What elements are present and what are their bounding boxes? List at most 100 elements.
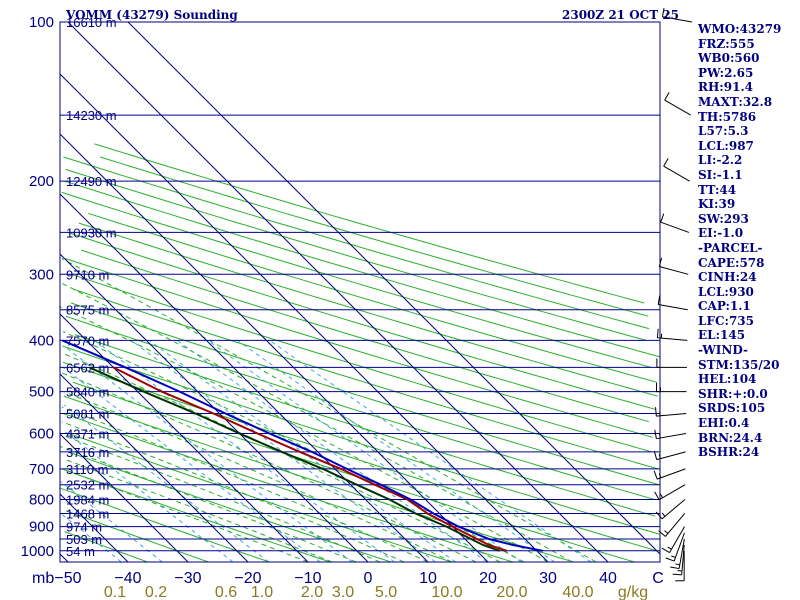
mixing-ratio-tick-label: 0.2	[145, 584, 167, 600]
height-label: 9710 m	[66, 267, 109, 282]
index-item: LI:-2.2	[698, 153, 743, 168]
wind-barb	[670, 538, 685, 570]
wind-barb	[660, 213, 690, 233]
index-item: CINH:24	[698, 270, 757, 285]
pressure-tick-label: 400	[29, 332, 54, 349]
wind-barb-staff	[673, 532, 685, 562]
mixing-ratio-line	[62, 429, 234, 563]
moist-adiabat	[62, 331, 525, 563]
mixing-ratio-tick-label: 3.0	[332, 584, 354, 600]
moist-adiabat	[61, 406, 429, 563]
wind-barb-flag	[657, 295, 661, 305]
index-item: TT:44	[698, 182, 737, 197]
dry-adiabat	[81, 249, 649, 423]
height-label: 5840 m	[66, 385, 109, 400]
mixing-ratio-tick-label: 5.0	[375, 584, 397, 600]
dry-adiabat	[65, 258, 653, 438]
wind-barb-staff	[663, 165, 690, 182]
index-item: WB0:560	[698, 51, 760, 66]
wind-barb-staff	[656, 413, 687, 417]
moist-adiabat	[58, 305, 549, 563]
wind-barb-staff	[664, 99, 691, 116]
moist-adiabat	[61, 258, 597, 563]
mixing-ratio-tick-label: 0.6	[215, 584, 237, 600]
wind-barb-flag	[658, 454, 661, 459]
index-item: BSHR:24	[698, 445, 760, 460]
index-item: FRZ:555	[698, 36, 755, 51]
moist-adiabat	[62, 468, 309, 563]
wind-barb-staff	[681, 544, 685, 575]
pressure-unit-label: mb	[32, 570, 54, 587]
temperature-tick-label: 30	[539, 570, 557, 587]
wind-barb-staff	[658, 303, 688, 311]
sounding-time: 2300Z 21 OCT 25	[562, 8, 680, 22]
wind-barb-flag	[654, 429, 657, 439]
pressure-tick-label: 1000	[21, 543, 54, 560]
indices-list: WMO:43279 FRZ:555 WB0:560 PW:2.65 RH:91.4 MAX…	[698, 22, 781, 460]
dry-adiabat	[74, 334, 656, 517]
index-item: -WIND-	[698, 343, 748, 358]
height-label: 10930 m	[66, 225, 117, 240]
height-label: 503 m	[66, 532, 102, 547]
wind-barb	[654, 484, 686, 501]
wind-barb-staff	[662, 16, 693, 23]
moist-adiabat	[58, 281, 573, 563]
wind-barb-staff	[659, 266, 689, 275]
wind-barb	[661, 7, 693, 23]
wind-barb-flag	[661, 547, 670, 554]
height-label: 4371 m	[66, 426, 109, 441]
wind-barb-staff	[678, 538, 685, 569]
wind-barb	[665, 532, 685, 562]
wind-barb-flag	[667, 546, 672, 550]
height-label: 1468 m	[66, 506, 109, 521]
mixing-ratio-line	[63, 345, 353, 563]
moist-adiabat	[60, 372, 477, 563]
wind-barb-staff	[669, 526, 685, 553]
isotherm	[59, 373, 249, 563]
wind-barb-flag	[664, 530, 669, 534]
height-label: 974 m	[66, 520, 102, 535]
height-label: 8575 m	[66, 303, 109, 318]
pressure-tick-label: 900	[29, 519, 54, 536]
wind-barb	[657, 295, 688, 311]
profile-traces	[62, 339, 543, 552]
isotherm	[59, 433, 189, 563]
isotherm	[67, 21, 609, 563]
temperature-tick-label: −50	[54, 570, 81, 587]
index-item: RH:91.4	[698, 80, 753, 95]
wind-barb-flag	[653, 450, 658, 460]
index-item: BRN:24.4	[698, 430, 763, 445]
wind-barb	[664, 92, 691, 116]
index-item: HEL:104	[698, 372, 757, 387]
height-label: 1984 m	[66, 493, 109, 508]
index-item: STM:135/20	[698, 357, 780, 372]
temperature-tick-label: −20	[234, 570, 261, 587]
wind-barb-flag	[655, 407, 657, 417]
wind-barb-flag	[658, 257, 663, 267]
dry-adiabat	[62, 361, 657, 552]
wind-barb-flag	[658, 473, 662, 478]
mixing-ratio-tick-label: 20.0	[496, 584, 527, 600]
dry-adiabat	[71, 273, 652, 453]
index-item: LCL:930	[698, 284, 754, 299]
index-item: SI:-1.1	[698, 167, 743, 182]
mixing-ratio-tick-label: 0.1	[104, 584, 126, 600]
wind-barb-staff	[657, 337, 688, 341]
wind-barb-flag	[664, 92, 670, 101]
station-title: VOMM (43279) Sounding	[66, 8, 238, 22]
plot-frame	[59, 21, 661, 563]
temperature-tick-label: 0	[364, 570, 373, 587]
height-label: 14230 m	[66, 108, 117, 123]
wind-barb	[653, 468, 686, 480]
dry-adiabat	[63, 156, 650, 330]
isotherm	[59, 313, 309, 563]
pressure-tick-label: 100	[29, 14, 54, 31]
index-item: SW:293	[698, 211, 749, 226]
index-item: SRDS:105	[698, 401, 766, 416]
wind-barb-flag	[670, 566, 680, 570]
wind-barb	[656, 358, 687, 368]
wind-barb	[656, 382, 687, 393]
wind-barb-flag	[661, 512, 666, 517]
moist-adiabat	[63, 391, 453, 563]
height-label: 2532 m	[66, 478, 109, 493]
